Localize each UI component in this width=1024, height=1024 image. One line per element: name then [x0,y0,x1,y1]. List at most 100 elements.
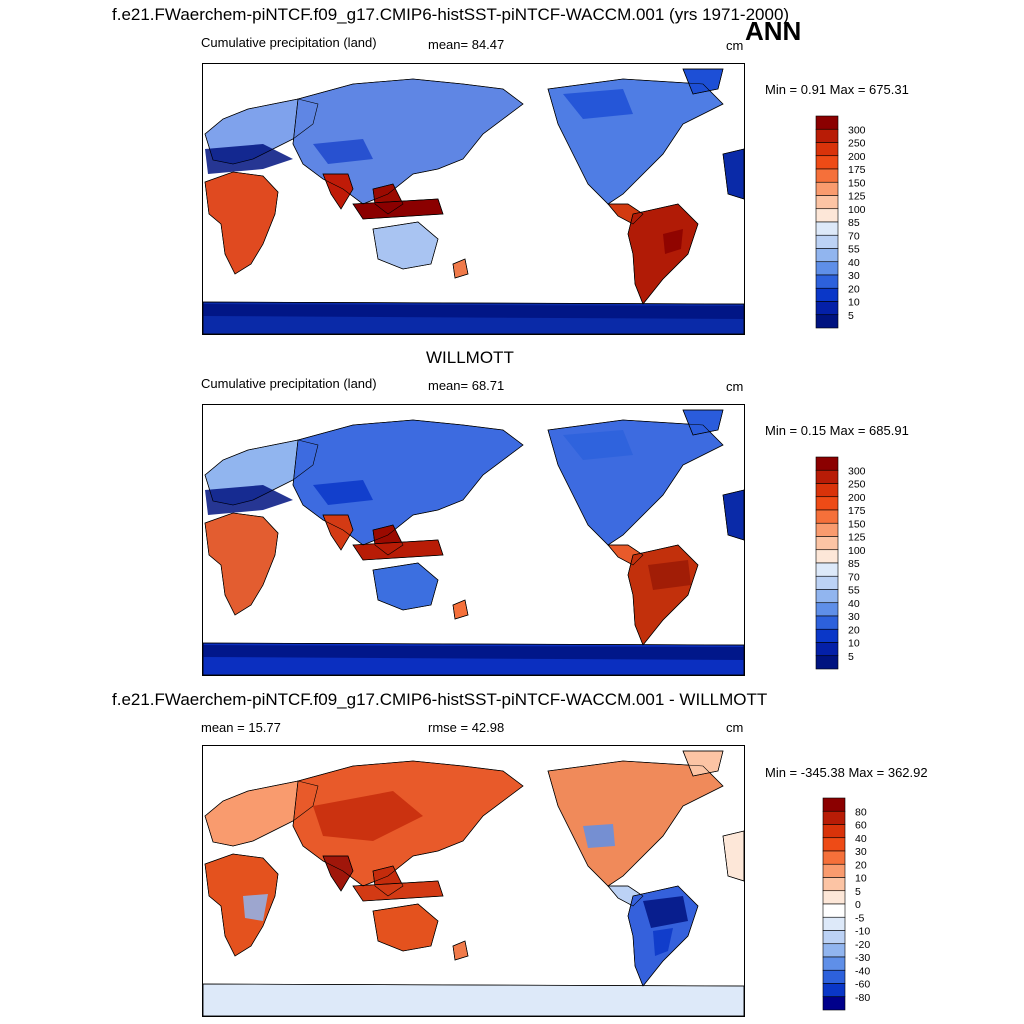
coastline-camerica [607,544,644,566]
precip-region [663,229,683,254]
panel-3-title: f.e21.FWaerchem-piNTCF.f09_g17.CMIP6-his… [112,690,768,709]
coastline-camerica [607,885,644,907]
colorbar-tick-label: 125 [848,532,866,544]
colorbar-swatch [815,642,839,657]
coastline-seasia [372,865,404,897]
colorbar-tick-label: -60 [855,979,870,991]
colorbar-tick-label: -10 [855,926,870,938]
colorbar-swatch [815,496,839,511]
colorbar-swatch [815,589,839,604]
colorbar-swatch [822,797,846,812]
colorbar-tick-label: 85 [848,217,860,229]
panel-2-unit-label: cm [726,379,744,394]
colorbar-swatch [815,142,839,157]
colorbar-tick-label: 200 [848,492,866,504]
colorbar-tick-label: -30 [855,952,870,964]
landmass-westafrica_r [722,148,744,200]
colorbar-swatch [822,850,846,865]
panel-2-colorbar: 300 250 200 175 150 125 100 85 70 55 40 30 20 10 5 [815,456,896,670]
colorbar-tick-label: 5 [855,886,861,898]
colorbar-tick-label: 10 [848,297,860,309]
panel-1-mean-label: mean= 84.47 [428,37,505,52]
colorbar-swatch [815,248,839,263]
landmass-india [322,514,354,551]
colorbar-tick-label: 150 [848,177,866,189]
colorbar-tick-label: 125 [848,191,866,203]
panel-3-rmse-label: rmse = 42.98 [428,720,505,735]
precip-region [643,896,688,928]
colorbar-swatch [822,863,846,878]
colorbar-swatch [815,314,839,329]
colorbar-swatch [822,810,846,825]
colorbar-swatch [815,456,839,471]
coastline-india [322,173,354,210]
panel-2-map-svg [203,409,744,675]
landmass-africa [204,512,279,616]
coastline-camerica [607,203,644,225]
panel-2-minmax-label: Min = 0.15 Max = 685.91 [765,423,909,438]
panel-1-unit-label: cm [726,38,744,53]
coastline-seasia [372,183,404,215]
colorbar-swatch [822,877,846,892]
panel-1-map [202,63,745,335]
colorbar-tick-label: 300 [848,124,866,136]
colorbar-swatch [815,221,839,236]
colorbar-tick-label: 300 [848,465,866,477]
panel-2-mean-label: mean= 68.71 [428,378,505,393]
coastline-westafrica_r [722,830,744,882]
colorbar-tick-label: 0 [855,899,861,911]
panel-2-variable-label: Cumulative precipitation (land) [201,376,377,391]
colorbar-swatch [815,628,839,643]
colorbar-tick-label: 40 [848,598,860,610]
landmass-namerica [547,760,724,887]
colorbar-swatch [822,983,846,998]
precip-region [648,560,691,590]
coastline-india [322,514,354,551]
precip-region [205,144,293,174]
colorbar-tick-label: -20 [855,939,870,951]
precip-region [563,430,633,460]
colorbar-swatch [815,483,839,498]
colorbar-swatch [815,602,839,617]
colorbar-swatch [815,549,839,564]
colorbar-tick-label: 30 [848,270,860,282]
coastline-seasia [372,524,404,556]
colorbar-swatch [815,509,839,524]
coastline-antarctica [203,301,744,334]
coastline-indonesia [352,880,444,902]
precip-region [313,480,373,505]
colorbar-tick-label: 80 [855,806,867,818]
coastline-europe [204,98,319,165]
colorbar-swatch [815,168,839,183]
colorbar-tick-label: 85 [848,558,860,570]
landmass-antarctica [203,983,744,1016]
colorbar-swatch [822,956,846,971]
colorbar-tick-label: 200 [848,151,866,163]
panel-2-map [202,404,745,676]
precip-region [243,894,268,921]
colorbar-tick-label: -40 [855,965,870,977]
colorbar-swatch [815,155,839,170]
precip-region [583,824,615,848]
coastline-samerica [627,203,699,305]
coastline-africa [204,512,279,616]
colorbar-tick-label: 20 [848,624,860,636]
landmass-india [322,855,354,892]
coastline-namerica [547,760,724,887]
coastline-asia [292,419,524,546]
landmass-africa [204,171,279,275]
colorbar-swatch [815,562,839,577]
colorbar-swatch [822,930,846,945]
landmass-australia [372,562,439,611]
coastline-greenland [682,750,724,777]
colorbar-swatch [815,195,839,210]
coastline-asia [292,760,524,887]
coastline-westafrica_r [722,489,744,541]
coastline-africa [204,171,279,275]
colorbar-tick-label: 30 [848,611,860,623]
colorbar-tick-label: 175 [848,164,866,176]
coastline-europe [204,439,319,506]
colorbar-swatch [822,969,846,984]
colorbar-tick-label: 5 [848,651,854,663]
